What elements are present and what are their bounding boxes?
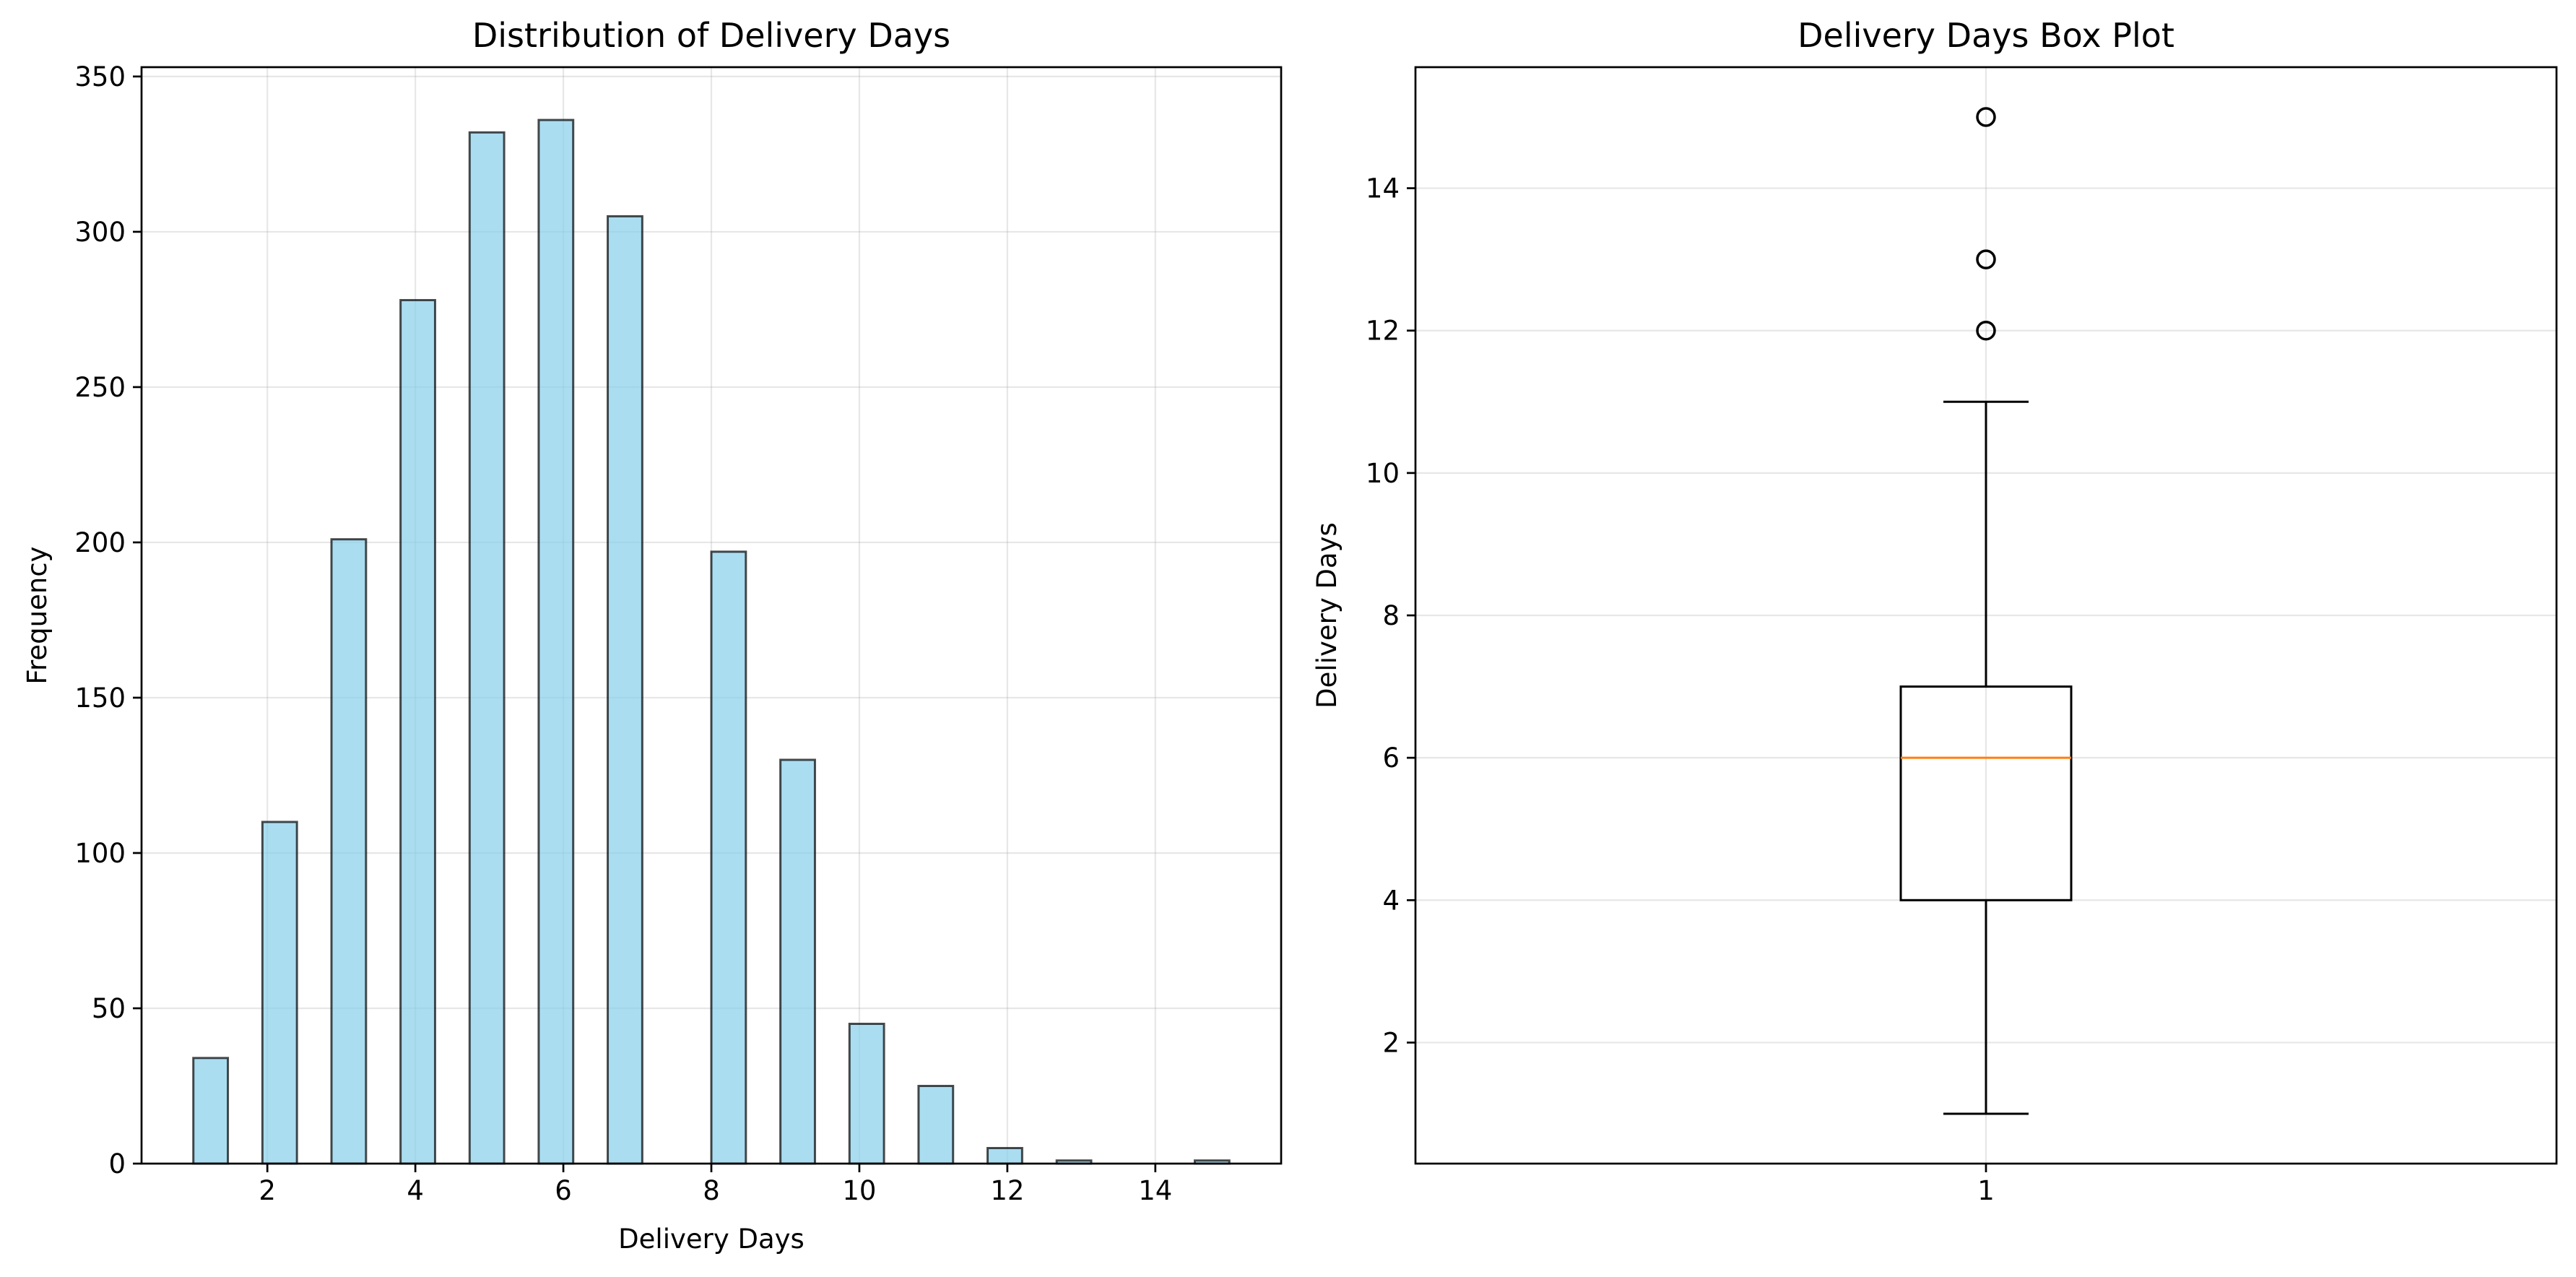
histogram-bar — [330, 538, 368, 1165]
histogram-x-tick-label: 14 — [1138, 1175, 1172, 1206]
boxplot-y-tick-label: 8 — [1382, 600, 1400, 631]
histogram-y-tick-label: 50 — [92, 993, 126, 1024]
boxplot-box — [1899, 685, 2073, 901]
histogram-x-tick-label: 2 — [259, 1175, 276, 1206]
histogram-bar — [848, 1022, 885, 1165]
histogram-bar — [399, 299, 436, 1165]
histogram-y-tick-label: 250 — [74, 372, 126, 403]
boxplot-y-tick-label: 2 — [1382, 1027, 1400, 1058]
histogram-x-ticks: 2 4 6 8 10 12 14 — [259, 1164, 1172, 1206]
histogram-y-tick-label: 150 — [74, 683, 126, 714]
histogram-y-axis-label: Frequency — [22, 546, 53, 684]
boxplot-panel: Delivery Days Box Plot 1 2 4 6 8 10 12 14 Deli… — [1311, 16, 2558, 1206]
histogram-x-tick-label: 8 — [703, 1175, 720, 1206]
boxplot-title: Delivery Days Box Plot — [1797, 16, 2174, 55]
histogram-y-tick-label: 300 — [74, 217, 126, 248]
boxplot-y-tick-label: 10 — [1366, 458, 1400, 489]
histogram-panel: Distribution of Delivery Days 2 4 6 8 10 12 14… — [22, 16, 1283, 1255]
boxplot-y-tick-label: 6 — [1382, 743, 1400, 774]
histogram-y-ticks: 0 50 100 150 200 250 300 350 — [74, 61, 142, 1179]
histogram-bar — [468, 131, 506, 1165]
boxplot-y-axis-label: Delivery Days — [1311, 522, 1343, 709]
histogram-x-tick-label: 10 — [842, 1175, 876, 1206]
histogram-bar — [192, 1057, 230, 1165]
boxplot-y-ticks: 2 4 6 8 10 12 14 — [1366, 173, 1415, 1058]
histogram-bar — [710, 550, 747, 1165]
histogram-x-axis-label: Delivery Days — [618, 1224, 805, 1255]
histogram-x-tick-label: 6 — [555, 1175, 572, 1206]
histogram-bar — [779, 758, 816, 1165]
histogram-bars — [192, 118, 1231, 1165]
histogram-x-tick-label: 12 — [990, 1175, 1024, 1206]
boxplot-y-tick-label: 4 — [1382, 885, 1400, 916]
boxplot-x-tick-label: 1 — [1977, 1175, 1995, 1206]
boxplot-outlier — [1976, 249, 1996, 269]
boxplot-marks — [1899, 107, 2073, 1115]
histogram-x-tick-label: 4 — [407, 1175, 424, 1206]
histogram-title: Distribution of Delivery Days — [472, 16, 950, 55]
boxplot-y-tick-label: 12 — [1366, 316, 1400, 347]
boxplot-y-tick-label: 14 — [1366, 173, 1400, 204]
boxplot-outlier — [1976, 320, 1996, 341]
histogram-bar — [986, 1146, 1023, 1165]
histogram-y-tick-label: 350 — [74, 61, 126, 92]
boxplot-x-ticks: 1 — [1977, 1164, 1995, 1206]
boxplot-outlier — [1976, 107, 1996, 127]
histogram-bar — [917, 1084, 955, 1165]
histogram-bar — [537, 118, 575, 1165]
histogram-bar — [261, 821, 298, 1165]
histogram-y-tick-label: 0 — [108, 1148, 126, 1179]
histogram-y-tick-label: 100 — [74, 838, 126, 869]
histogram-y-tick-label: 200 — [74, 527, 126, 558]
histogram-bar — [607, 215, 643, 1165]
